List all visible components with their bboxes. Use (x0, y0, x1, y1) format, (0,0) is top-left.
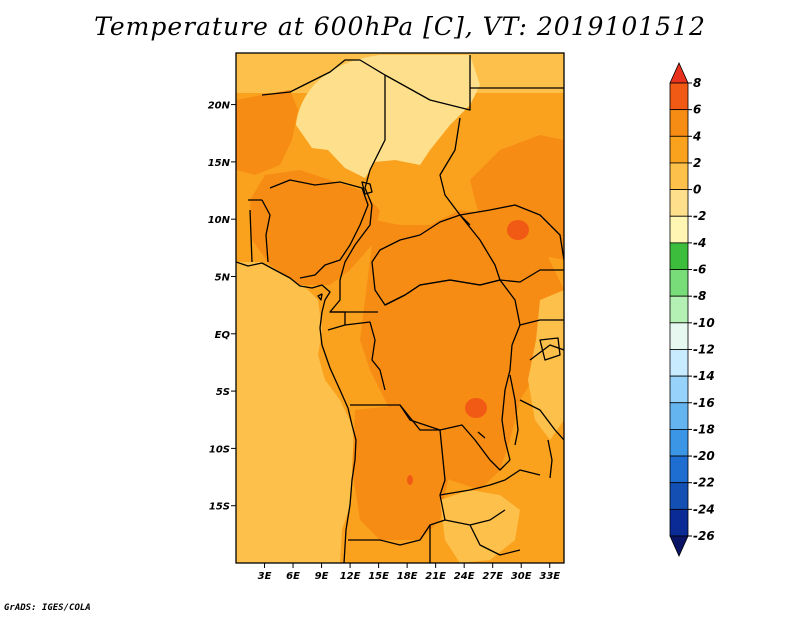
y-tick-label: 15S (209, 502, 230, 513)
colorbar-cell (669, 295, 689, 324)
border-gabon-congo (327, 311, 386, 391)
field-max-congo (465, 398, 487, 418)
colorbar-cell (669, 215, 689, 244)
lake-malawi (547, 439, 553, 479)
y-tick-label: 5N (215, 272, 231, 283)
colorbar-cell (669, 322, 689, 350)
map-title: Temperature at 600hPa [C], VT: 201910151… (94, 12, 706, 41)
colorbar-label: -26 (693, 529, 715, 543)
colorbar-cell (669, 269, 689, 297)
x-tick-label: 33E (539, 571, 560, 582)
border-nigeria (269, 179, 369, 279)
colorbar-cell (669, 375, 689, 404)
border-angola (348, 404, 446, 546)
colorbar-cell (669, 162, 689, 190)
colorbar-cell (669, 349, 689, 377)
lake-mweru (477, 431, 486, 439)
colorbar-label: 4 (692, 129, 701, 143)
field-south-patch (440, 490, 520, 563)
bioko-island (317, 293, 323, 301)
colorbar-cell (669, 429, 689, 457)
x-tick-label: 15E (368, 571, 389, 582)
colorbar-cell (669, 189, 689, 217)
colorbar-label: 8 (693, 76, 701, 90)
field-cool-sahara (296, 55, 480, 178)
colorbar-cell (669, 455, 689, 484)
colorbar-top-arrow (669, 62, 689, 84)
colorbar-label: 2 (693, 156, 701, 170)
border-drc-east (501, 344, 513, 461)
field-warm-east (470, 135, 564, 260)
border-zambia (439, 469, 541, 526)
y-tick-label: 15N (208, 158, 231, 169)
y-tick-label: 10S (209, 444, 230, 455)
coastline-west (236, 261, 357, 563)
map-frame (235, 52, 565, 564)
colorbar-label: 6 (693, 103, 701, 117)
border-mali-niger (261, 59, 386, 96)
boundaries (236, 55, 564, 563)
border-chad-libya (384, 55, 471, 111)
colorbar-label: -18 (693, 422, 715, 436)
credit-footer: GrADS: IGES/COLA (4, 603, 91, 613)
y-tick-label: 20N (208, 101, 231, 112)
field-max-angola (407, 475, 413, 485)
y-axis: 20N 15N 10N 5N EQ 5S 10S 15S (208, 101, 236, 513)
field-ocean (236, 262, 355, 563)
colorbar-label: -8 (693, 289, 706, 303)
lake-chad (361, 181, 373, 195)
x-tick-label: 18E (397, 571, 418, 582)
x-tick-label: 27E (482, 571, 503, 582)
x-tick-label: 21E (425, 571, 446, 582)
colorbar-cell (669, 82, 689, 111)
field-warm-angola (352, 405, 450, 540)
border-south-sudan (459, 204, 564, 283)
x-tick-label: 12E (340, 571, 361, 582)
colorbar-cell (669, 402, 689, 430)
colorbar-cell (669, 508, 689, 537)
border-benin-togo (261, 199, 271, 263)
colorbar-label: -2 (693, 209, 706, 223)
y-tick-label: 10N (208, 215, 231, 226)
border-namibia-botswana (429, 524, 521, 563)
colorbar: 8 6 4 2 0 -2 -4 -6 -8 -10 -12 -14 -16 -18 -20 -22 -24 -26 (669, 62, 715, 557)
colorbar-label: -4 (693, 236, 706, 250)
x-tick-label: 3E (258, 571, 272, 582)
colorbar-cell (669, 482, 689, 510)
colorbar-cell (669, 242, 689, 270)
colorbar-bottom-arrow (669, 535, 689, 557)
x-tick-label: 30E (511, 571, 532, 582)
field-warm-sahel (250, 170, 380, 285)
field-east-patch (528, 290, 564, 440)
colorbar-label: -24 (693, 502, 715, 516)
colorbar-label: -6 (693, 263, 706, 277)
x-tick-label: 9E (315, 571, 329, 582)
x-tick-label: 24E (454, 571, 475, 582)
colorbar-label: -12 (693, 342, 715, 356)
colorbar-label: 0 (693, 183, 701, 197)
border-drc-north (384, 279, 521, 346)
x-tick-label: 6E (286, 571, 300, 582)
colorbar-label: -14 (693, 369, 715, 383)
colorbar-label: -10 (693, 316, 715, 330)
colorbar-cell (669, 109, 689, 137)
colorbar-cell (669, 135, 689, 164)
border-ghana (248, 199, 262, 263)
field-max-sudan (507, 220, 529, 240)
field-warm-north (236, 90, 298, 175)
y-tick-label: EQ (215, 330, 231, 341)
colorbar-label: -16 (693, 396, 715, 410)
colorbar-label: -22 (693, 476, 715, 490)
lake-victoria (539, 337, 561, 361)
x-axis: 3E 6E 9E 12E 15E 18E 21E 24E 27E 30E 33E (258, 563, 560, 582)
lake-tanganyika (509, 374, 519, 446)
y-tick-label: 5S (216, 387, 230, 398)
colorbar-label: -20 (693, 449, 715, 463)
temperature-field (236, 53, 564, 563)
